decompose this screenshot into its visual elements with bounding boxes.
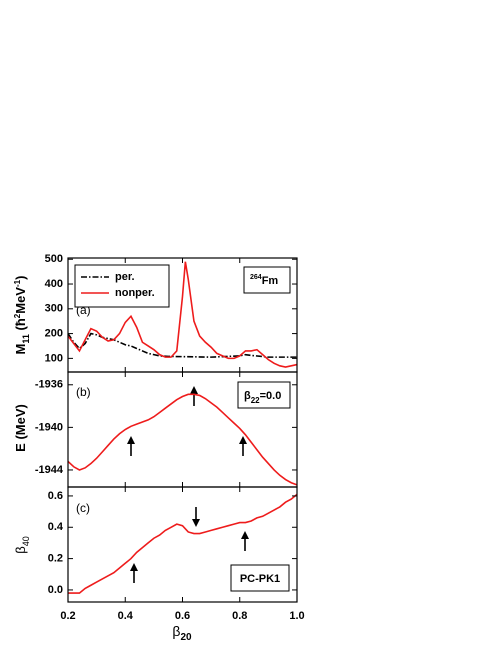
y-axis-label: E (MeV) [13, 404, 28, 452]
y-label-part: 11 [21, 334, 31, 344]
y-label-part: 2 [13, 313, 22, 318]
y-tick-label: -1936 [35, 379, 63, 391]
legend-box [74, 264, 170, 308]
x-tick-label: 0.4 [118, 610, 134, 622]
y-tick-label: -1944 [35, 464, 64, 476]
y-label-part: E (MeV) [13, 404, 28, 452]
y-axis-label: M11 (ħ2MeV-1) [13, 276, 32, 355]
y-label-part: ) [13, 276, 28, 280]
y-tick-label: 300 [45, 303, 63, 315]
y-tick-label: 0.4 [48, 521, 64, 533]
annotation-part: 264 [250, 274, 262, 281]
y-label-part: (ħ [13, 318, 28, 334]
annotation-part: =0.0 [260, 390, 282, 402]
y-tick-label: 500 [45, 253, 63, 265]
y-tick-label: 0.0 [48, 584, 63, 596]
y-label-part: 40 [21, 536, 31, 546]
y-label-part: β [13, 546, 28, 553]
x-tick-label: 0.8 [232, 610, 247, 622]
annotation-part: PC-PK1 [240, 573, 280, 585]
x-axis-label: β20 [172, 623, 192, 643]
y-label-part: -1 [13, 279, 22, 287]
annotation: 264Fm [250, 274, 278, 287]
annotation-part: Fm [262, 275, 279, 287]
legend-label: nonper. [115, 287, 155, 299]
annotation-box [237, 381, 291, 409]
y-tick-label: 0.2 [48, 553, 63, 565]
annotation-part: 22 [251, 396, 260, 405]
data-line [67, 332, 297, 358]
x-label-part: 20 [180, 632, 192, 643]
panel-label-text: (c) [76, 501, 90, 515]
data-line [67, 261, 298, 368]
y-tick-label: 400 [45, 278, 63, 290]
legend-label: per. [115, 271, 135, 283]
x-label-part: β [172, 623, 180, 639]
panel-label: (c) [76, 501, 90, 515]
panel-label-text: (b) [76, 385, 91, 399]
y-tick-label: 100 [45, 352, 63, 364]
x-tick-label: 0.2 [60, 610, 75, 622]
annotation-part: β [244, 390, 251, 402]
annotation: PC-PK1 [240, 573, 280, 585]
annotation: β22=0.0 [244, 390, 281, 405]
panel-label: (b) [76, 385, 91, 399]
annotation-box [230, 564, 290, 592]
y-tick-label: 0.6 [48, 490, 63, 502]
data-line [67, 393, 298, 486]
y-tick-label: 200 [45, 327, 63, 339]
y-axis-label: β40 [13, 536, 31, 554]
y-label-part: MeV [13, 287, 28, 314]
annotation-box [243, 266, 291, 294]
y-tick-label: -1940 [35, 421, 63, 433]
x-tick-label: 1.0 [289, 610, 304, 622]
data-line [68, 493, 298, 594]
y-label-part: M [13, 344, 28, 355]
x-tick-label: 0.6 [175, 610, 190, 622]
